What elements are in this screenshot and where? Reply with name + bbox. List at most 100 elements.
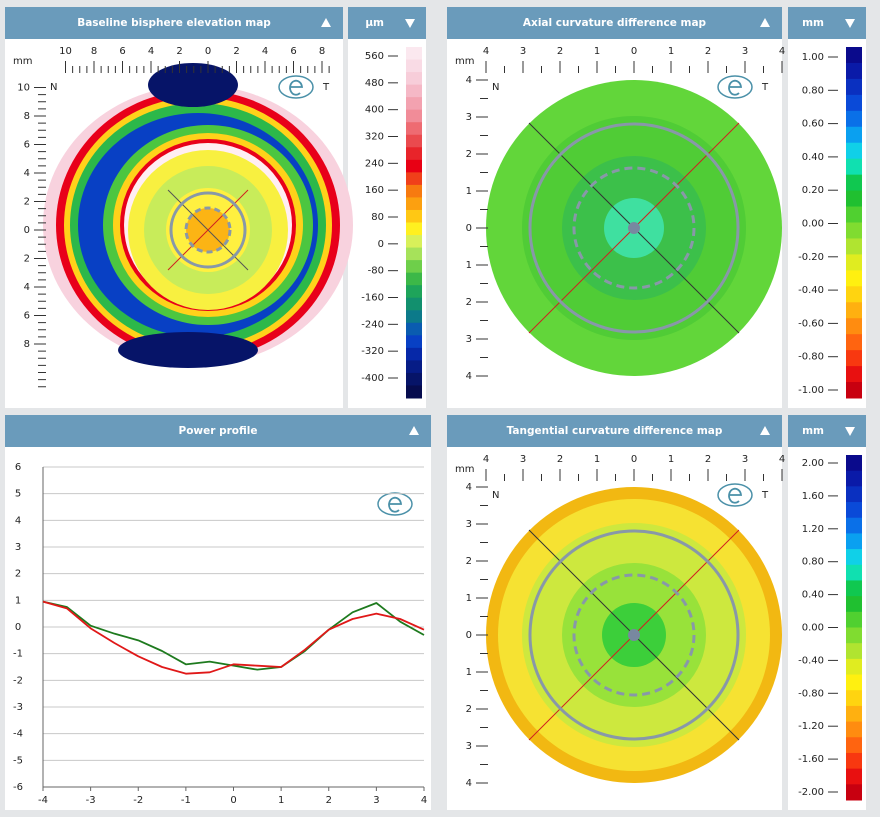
x-tick-label: -3 bbox=[86, 795, 96, 806]
scale-label: 0.00 bbox=[802, 623, 824, 634]
panel-header bbox=[5, 7, 343, 39]
scale-band bbox=[406, 47, 422, 61]
y-scale-label: 3 bbox=[466, 519, 472, 530]
scale-band bbox=[406, 360, 422, 374]
scale-band bbox=[406, 197, 422, 211]
pupil-ring bbox=[572, 166, 696, 290]
scale-band bbox=[846, 768, 862, 785]
scale-label: 160 bbox=[365, 185, 384, 196]
scale-band bbox=[846, 302, 862, 319]
scale-band bbox=[846, 62, 862, 80]
scale-band bbox=[846, 318, 862, 335]
scale-label: -0.40 bbox=[798, 285, 824, 296]
y-tick-label: 0 bbox=[15, 622, 21, 633]
scale-band bbox=[846, 564, 862, 581]
y-scale-label: 8 bbox=[24, 339, 30, 350]
scale-band bbox=[846, 158, 862, 176]
scale-band bbox=[406, 235, 422, 249]
y-tick-label: -1 bbox=[13, 649, 23, 660]
logo bbox=[717, 483, 753, 507]
scale-label: 80 bbox=[371, 212, 384, 223]
scale-band bbox=[846, 658, 862, 676]
scale-label: 0 bbox=[378, 239, 384, 250]
panel-header bbox=[5, 415, 431, 447]
y-scale-label: 8 bbox=[24, 111, 30, 122]
scale-band bbox=[406, 134, 422, 148]
scale-band bbox=[846, 455, 862, 472]
scale-band bbox=[846, 142, 862, 160]
power-curve bbox=[42, 600, 425, 671]
x-scale-label: 4 bbox=[262, 46, 268, 57]
x-tick-label: -4 bbox=[38, 795, 48, 806]
scale-band bbox=[846, 502, 862, 519]
collapse-button[interactable] bbox=[760, 426, 770, 435]
x-scale-label: 2 bbox=[557, 454, 563, 465]
x-scale-label: 1 bbox=[594, 46, 600, 57]
y-scale-label: 2 bbox=[24, 197, 30, 208]
scale-band bbox=[846, 110, 862, 128]
logo bbox=[278, 75, 314, 99]
axis-unit: mm bbox=[455, 56, 474, 67]
x-scale-label: 0 bbox=[205, 46, 211, 57]
logo bbox=[289, 79, 303, 96]
scale-band bbox=[406, 84, 422, 98]
scale-band bbox=[846, 643, 862, 660]
x-scale-label: 6 bbox=[290, 46, 296, 57]
y-scale-label: 10 bbox=[17, 83, 30, 94]
y-scale-label: 3 bbox=[466, 334, 472, 345]
scale-band bbox=[846, 286, 862, 303]
scale-band bbox=[406, 297, 422, 311]
scale-label: -0.20 bbox=[798, 252, 824, 263]
scale-band bbox=[846, 611, 862, 628]
dropdown-button[interactable] bbox=[845, 19, 855, 28]
scale-label: 0.00 bbox=[802, 219, 824, 230]
scale-unit: mm bbox=[802, 17, 824, 29]
scale-label: 1.60 bbox=[802, 491, 824, 502]
scale-band bbox=[406, 222, 422, 236]
scale-band bbox=[846, 549, 862, 566]
panel-header bbox=[788, 415, 866, 447]
y-scale-label: 0 bbox=[466, 223, 472, 234]
scale-label: -2.00 bbox=[798, 787, 824, 798]
scale-label: -240 bbox=[361, 319, 384, 330]
dropdown-button[interactable] bbox=[405, 19, 415, 28]
x-scale-label: 3 bbox=[520, 46, 526, 57]
scale-band bbox=[406, 322, 422, 336]
collapse-button[interactable] bbox=[321, 18, 331, 27]
collapse-button[interactable] bbox=[409, 426, 419, 435]
x-scale-label: 3 bbox=[520, 454, 526, 465]
x-tick-label: 4 bbox=[421, 795, 427, 806]
axis-unit: mm bbox=[455, 464, 474, 475]
temporal-label: T bbox=[761, 490, 769, 501]
scale-band bbox=[846, 126, 862, 144]
scale-band bbox=[846, 270, 862, 287]
x-scale-label: 2 bbox=[176, 46, 182, 57]
y-scale-label: 1 bbox=[466, 260, 472, 271]
dropdown-button[interactable] bbox=[845, 427, 855, 436]
y-scale-label: 4 bbox=[466, 482, 472, 493]
scale-band bbox=[406, 272, 422, 286]
scale-unit: mm bbox=[802, 425, 824, 437]
nasal-label: N bbox=[492, 82, 499, 93]
logo bbox=[728, 79, 742, 96]
x-scale-label: 1 bbox=[594, 454, 600, 465]
scale-label: 0.20 bbox=[802, 185, 824, 196]
y-tick-label: -6 bbox=[13, 782, 23, 793]
x-scale-label: 2 bbox=[705, 454, 711, 465]
scale-band bbox=[406, 159, 422, 173]
axis-unit: mm bbox=[13, 56, 32, 67]
y-scale-label: 2 bbox=[466, 556, 472, 567]
x-tick-label: 3 bbox=[373, 795, 379, 806]
x-scale-label: 2 bbox=[705, 46, 711, 57]
scale-label: 0.40 bbox=[802, 152, 824, 163]
scale-band bbox=[846, 254, 862, 271]
collapse-button[interactable] bbox=[760, 18, 770, 27]
scale-label: 560 bbox=[365, 51, 384, 62]
scale-label: -320 bbox=[361, 346, 384, 357]
scale-band bbox=[846, 350, 862, 367]
scale-label: -0.80 bbox=[798, 688, 824, 699]
scale-label: 0.60 bbox=[802, 119, 824, 130]
y-scale-label: 1 bbox=[466, 667, 472, 678]
x-scale-label: 3 bbox=[742, 46, 748, 57]
scale-band bbox=[846, 47, 862, 64]
